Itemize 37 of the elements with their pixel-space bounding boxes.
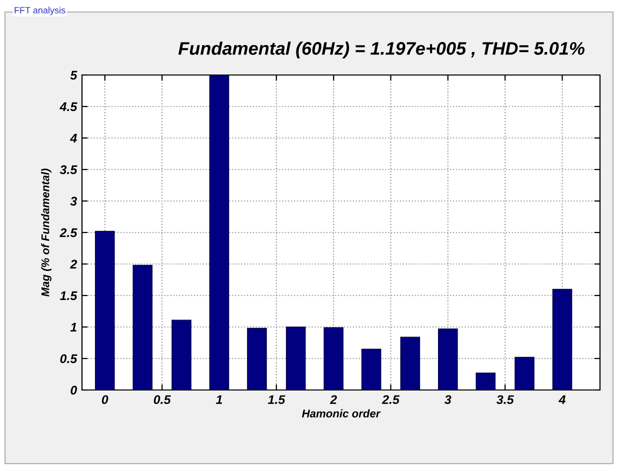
bar xyxy=(94,230,115,390)
bar xyxy=(438,328,458,390)
y-axis-title: Mag (% of Fundamental) xyxy=(41,168,52,296)
y-tick-label: 3 xyxy=(70,196,77,206)
x-tick-label: 1.5 xyxy=(268,395,286,404)
x-tick-label: 0.5 xyxy=(154,395,171,404)
bar xyxy=(132,264,153,390)
y-tick-label: 0 xyxy=(70,386,78,395)
y-tick-label: 3.5 xyxy=(60,165,78,174)
x-tick-label: 3 xyxy=(444,395,452,404)
y-tick-label: 2 xyxy=(70,260,78,269)
x-tick-label: 2 xyxy=(330,395,337,404)
bar xyxy=(476,372,496,390)
bar xyxy=(400,336,420,390)
bar xyxy=(172,320,192,390)
bar xyxy=(324,327,344,390)
bar xyxy=(247,328,267,390)
y-tick-label: 4 xyxy=(70,134,77,143)
chart-title: Fundamental (60Hz) = 1.197e+005 , THD= 5.01% xyxy=(178,42,585,58)
y-tick-label: 1 xyxy=(70,322,76,332)
x-tick-label: 1 xyxy=(216,395,222,404)
bar xyxy=(552,288,572,390)
bar xyxy=(286,326,306,390)
y-tick-label: 1.5 xyxy=(60,291,78,300)
x-tick-label: 3.5 xyxy=(496,395,514,404)
x-tick-label: 2.5 xyxy=(382,395,400,404)
x-tick-label: 4 xyxy=(558,395,566,404)
bar xyxy=(514,356,534,390)
text: FFT analysis xyxy=(14,6,66,16)
x-tick-label: 0 xyxy=(102,395,108,404)
bar xyxy=(209,75,230,390)
x-axis-title: Hamonic order xyxy=(302,409,381,418)
y-tick-label: 4.5 xyxy=(60,102,78,112)
y-tick-label: 0.5 xyxy=(60,354,78,364)
y-tick-label: 5 xyxy=(70,70,78,80)
y-tick-label: 2.5 xyxy=(60,228,78,238)
bar xyxy=(361,348,382,390)
